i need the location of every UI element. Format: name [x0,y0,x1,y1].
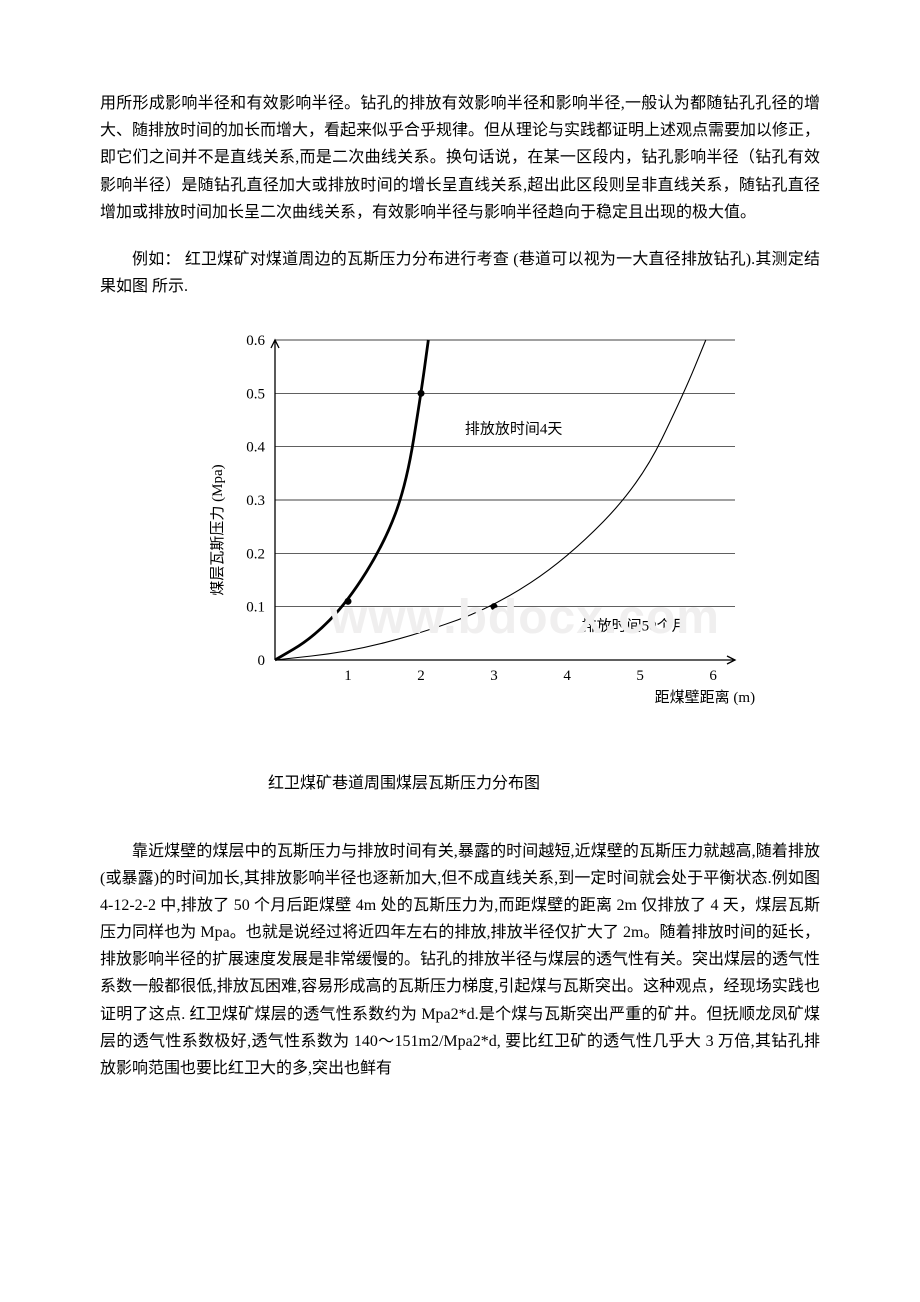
svg-text:排放时间50个月: 排放时间50个月 [582,618,687,635]
svg-text:煤层瓦斯压力 (Mpa): 煤层瓦斯压力 (Mpa) [210,465,226,596]
svg-text:0.6: 0.6 [246,333,265,349]
svg-text:距煤壁距离 (m): 距煤壁距离 (m) [655,689,755,706]
pressure-chart: 0 0.1 0.2 0.3 0.4 0.5 0.6 1 2 3 4 5 6 煤层瓦斯压力 (Mpa) 距煤壁… [210,330,770,710]
svg-text:0.4: 0.4 [246,440,265,456]
svg-text:0.1: 0.1 [246,600,265,616]
svg-text:0.5: 0.5 [246,387,265,403]
svg-text:5: 5 [636,668,644,684]
paragraph-1: 用所形成影响半径和有效影响半径。钻孔的排放有效影响半径和影响半径,一般认为都随钻… [100,90,820,226]
svg-text:0.2: 0.2 [246,547,265,563]
svg-text:排放放时间4天: 排放放时间4天 [465,421,563,438]
svg-text:0: 0 [258,653,266,669]
svg-text:6: 6 [709,668,717,684]
paragraph-3: 靠近煤壁的煤层中的瓦斯压力与排放时间有关,暴露的时间越短,近煤壁的瓦斯压力就越高… [100,838,820,1083]
chart-caption: 红卫煤矿巷道周围煤层瓦斯压力分布图 [100,770,820,797]
svg-text:2: 2 [417,668,425,684]
paragraph-2: 例如： 红卫煤矿对煤道周边的瓦斯压力分布进行考查 (巷道可以视为一大直径排放钻孔… [100,246,820,300]
svg-text:0.3: 0.3 [246,493,265,509]
svg-text:4: 4 [563,668,571,684]
svg-text:3: 3 [490,668,498,684]
chart-container: www.bdocx.com 00.10.20.30.40.50.6123456煤… [210,330,820,710]
svg-text:1: 1 [344,668,352,684]
